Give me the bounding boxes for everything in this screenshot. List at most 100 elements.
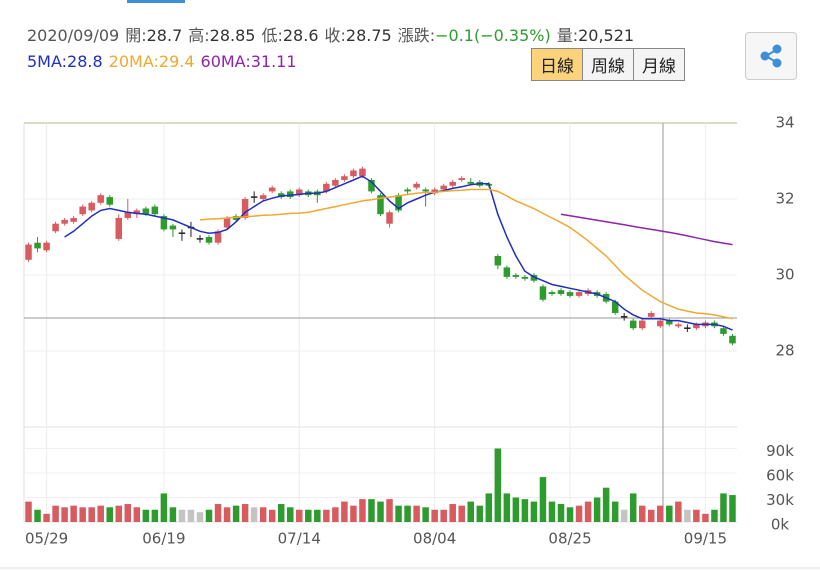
quote-separator: : <box>277 26 283 45</box>
volume-bar <box>503 493 511 522</box>
volume-bar <box>296 509 303 522</box>
candle-body <box>359 168 366 177</box>
quote-value: 28.7 <box>146 26 183 45</box>
volume-bar <box>205 509 213 522</box>
quote-value: 28.6 <box>282 26 319 45</box>
share-button[interactable] <box>745 32 797 80</box>
candle-body <box>449 181 456 186</box>
volume-bar <box>413 505 420 522</box>
candle-body <box>323 183 330 192</box>
volume-bar <box>386 499 393 522</box>
share-icon <box>760 44 782 68</box>
volume-bar <box>61 507 68 522</box>
volume-bar <box>711 509 718 522</box>
volume-bar <box>133 507 141 522</box>
legend-separator: : <box>153 52 159 71</box>
candle-body <box>720 328 727 334</box>
volume-bar <box>693 509 700 522</box>
volume-bar <box>575 505 583 522</box>
volume-bar <box>512 497 520 522</box>
volume-bar <box>404 505 411 522</box>
volume-bar <box>729 495 736 522</box>
candle-body <box>223 218 231 228</box>
candle-body <box>61 219 68 224</box>
volume-tick-label: 30k <box>766 491 794 509</box>
candle-body <box>169 225 177 230</box>
quote-separator: : <box>429 26 436 45</box>
candle-body <box>97 195 104 203</box>
volume-bar <box>88 507 95 522</box>
candle-body <box>539 286 547 300</box>
volume-bar <box>359 499 366 522</box>
legend-name: 20MA <box>108 52 154 71</box>
quote-item: 漲跌:−0.1(−0.35%) <box>398 26 551 45</box>
candle-body <box>268 187 276 192</box>
quote-label: 高 <box>188 26 205 45</box>
quote-label: 漲跌 <box>397 26 430 45</box>
tab-indicator <box>127 0 185 3</box>
candle-body <box>277 193 285 198</box>
volume-bar <box>178 509 186 522</box>
volume-bar <box>720 493 727 522</box>
volume-bar <box>214 504 222 522</box>
candle-body <box>106 197 113 205</box>
volume-bar <box>286 507 294 522</box>
quote-value: 28.75 <box>345 26 392 45</box>
quote-label: 低 <box>261 26 278 45</box>
candle-body <box>341 176 348 180</box>
volume-bar <box>530 501 538 522</box>
volume-bar <box>43 513 50 522</box>
candle-body <box>386 212 393 224</box>
quote-value: 28.85 <box>209 26 256 45</box>
volume-bar <box>341 501 348 522</box>
volume-bar <box>323 509 330 522</box>
legend-separator: : <box>61 52 68 71</box>
candle-body <box>404 189 411 192</box>
volume-bar <box>277 504 285 522</box>
candle-body <box>115 218 123 239</box>
legend-entry: 20MA:29.4 <box>109 52 195 71</box>
volume-bar <box>241 504 249 522</box>
volume-bar <box>611 501 619 522</box>
quote-date: 2020/09/09 <box>27 26 120 45</box>
quote-label: 開 <box>125 26 142 45</box>
candle-body <box>566 292 574 296</box>
candle-body <box>79 206 86 215</box>
candle-body <box>521 276 529 279</box>
period-buttons: 日線 周線 月線 <box>531 48 685 81</box>
period-button[interactable]: 月線 <box>633 48 685 81</box>
candle-body <box>512 275 520 277</box>
volume-bar <box>34 509 41 522</box>
candle-body <box>494 256 502 266</box>
candle-body <box>422 189 429 192</box>
candle-body <box>557 290 565 294</box>
candle-body <box>458 178 465 180</box>
volume-bar <box>485 493 493 522</box>
candle-body <box>350 170 357 177</box>
candle-body <box>530 275 538 281</box>
candle-body <box>395 195 402 211</box>
volume-bar <box>368 499 375 522</box>
volume-bar <box>97 505 104 522</box>
candle-body <box>675 324 682 327</box>
candle-body <box>666 320 673 325</box>
candle-body <box>52 223 59 232</box>
period-button[interactable]: 周線 <box>582 48 634 81</box>
y-tick-label: 32 <box>775 190 794 208</box>
volume-bar <box>548 501 556 522</box>
y-tick-label: 34 <box>775 114 794 132</box>
volume-bar <box>422 507 429 522</box>
x-tick-label: 05/29 <box>25 530 68 548</box>
candle-body <box>657 320 664 327</box>
candle-body <box>575 292 583 296</box>
candle-body <box>729 335 736 344</box>
volume-bar <box>124 504 132 522</box>
volume-bar <box>620 509 628 522</box>
volume-bar <box>476 505 484 522</box>
period-button[interactable]: 日線 <box>531 48 583 81</box>
volume-bar <box>305 509 312 522</box>
candle-body <box>133 210 141 215</box>
volume-bar <box>25 501 32 522</box>
volume-tick-label: 60k <box>766 467 794 485</box>
